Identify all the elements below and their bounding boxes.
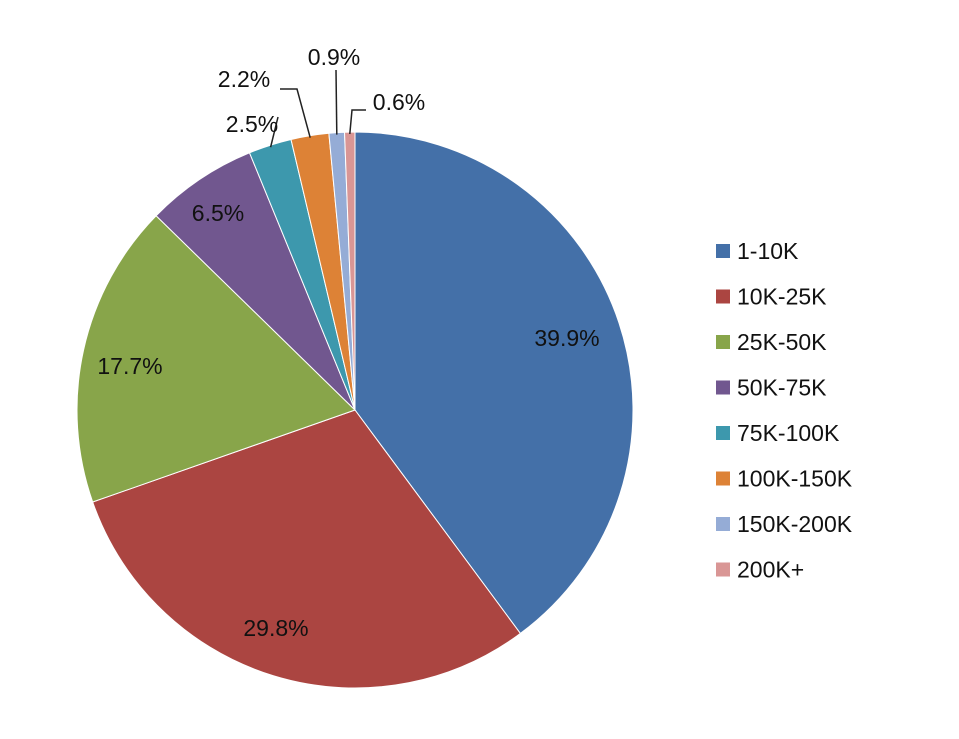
leader-line xyxy=(280,88,311,138)
legend-label: 75K-100K xyxy=(737,420,840,446)
data-label: 29.8% xyxy=(243,615,308,641)
legend-label: 100K-150K xyxy=(737,466,853,492)
data-label: 2.5% xyxy=(226,111,278,137)
pie-slice-1-10k xyxy=(354,131,634,635)
legend-label: 1-10K xyxy=(737,238,799,264)
legend-label: 25K-50K xyxy=(737,329,827,355)
legend-label: 150K-200K xyxy=(737,511,853,537)
legend-label: 10K-25K xyxy=(737,284,827,310)
legend-swatch xyxy=(716,517,730,531)
data-label: 2.2% xyxy=(218,66,270,92)
legend-swatch xyxy=(716,244,730,258)
data-label: 0.6% xyxy=(373,89,425,115)
legend-label: 50K-75K xyxy=(737,375,827,401)
leader-line xyxy=(269,116,279,148)
legend-swatch xyxy=(716,380,730,395)
pie-slice-50k-75k xyxy=(155,152,356,411)
leader-line xyxy=(335,69,338,135)
data-label: 0.9% xyxy=(308,44,360,70)
data-label: 17.7% xyxy=(97,353,162,379)
leader-line xyxy=(349,109,366,135)
legend-swatch xyxy=(716,289,730,304)
legend-swatch xyxy=(716,562,730,577)
legend-swatch xyxy=(716,471,730,486)
legend: 1-10K 10K-25K 25K-50K 50K-75K 75K-100K 100K-1… xyxy=(716,238,853,583)
data-label: 39.9% xyxy=(534,325,599,351)
pie-slice-25k-50k xyxy=(76,215,356,503)
legend-swatch xyxy=(716,335,730,349)
legend-swatch xyxy=(716,426,730,440)
leader-lines xyxy=(269,69,366,148)
data-labels: 39.9% 29.8% 17.7% 6.5% 2.5% 2.2% 0.9% 0.6% xyxy=(97,44,599,641)
pie-slice-10k-25k xyxy=(92,409,522,689)
pie-slices xyxy=(76,131,634,689)
data-label: 6.5% xyxy=(192,200,244,226)
legend-label: 200K+ xyxy=(737,557,804,583)
